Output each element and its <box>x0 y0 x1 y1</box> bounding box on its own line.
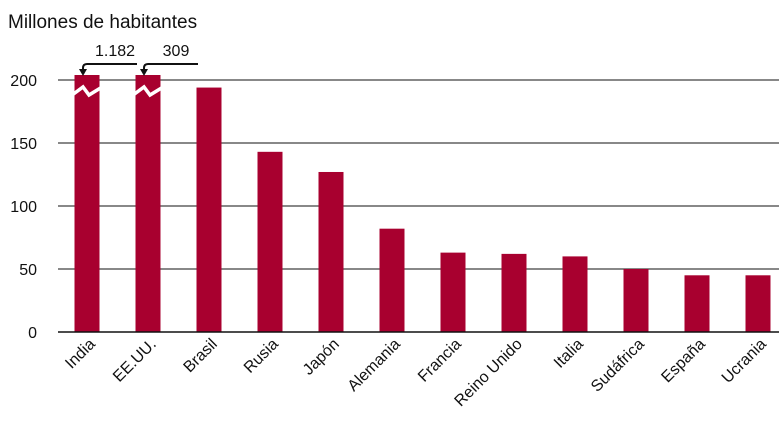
y-tick-label: 100 <box>10 199 37 216</box>
bar <box>623 269 649 332</box>
x-tick-label: Japón <box>300 336 343 379</box>
value-label: 309 <box>163 43 190 60</box>
x-axis-categories: India EE.UU. Brasil Rusia Japón Alemania Franc… <box>62 336 770 410</box>
break-annotations: 1.182 309 <box>79 43 198 76</box>
y-tick-label: 200 <box>10 73 37 90</box>
bar <box>562 256 588 332</box>
x-tick-label: Francia <box>415 336 465 386</box>
bar <box>745 275 771 332</box>
x-tick-label: India <box>62 336 99 373</box>
x-tick-label: Rusia <box>241 336 282 377</box>
bar <box>257 151 283 332</box>
annotation-arrowhead <box>79 69 87 76</box>
x-tick-label: Ucrania <box>719 336 770 387</box>
bars <box>74 75 771 332</box>
bar <box>684 275 710 332</box>
x-tick-label: España <box>658 336 708 386</box>
bar <box>196 87 222 332</box>
y-axis-ticks: 0 50 100 150 200 <box>10 73 37 342</box>
x-tick-label: Sudáfrica <box>588 336 648 396</box>
bar <box>501 253 527 332</box>
y-axis-title: Millones de habitantes <box>8 12 197 33</box>
bar <box>318 171 344 332</box>
bar <box>135 75 161 332</box>
x-tick-label: EE.UU. <box>110 336 160 386</box>
y-tick-label: 150 <box>10 136 37 153</box>
axis-break-mark <box>133 84 163 98</box>
gridlines <box>58 79 779 270</box>
axis-break-markers <box>72 84 163 98</box>
value-label: 1.182 <box>95 43 135 60</box>
x-tick-label: Brasil <box>181 336 221 376</box>
annotation-leader-line <box>143 63 198 73</box>
x-tick-label: Alemania <box>345 336 404 395</box>
y-tick-label: 50 <box>19 262 37 279</box>
axis-break-mark <box>72 84 102 98</box>
x-tick-label: Italia <box>551 336 587 372</box>
annotation-leader-line <box>82 63 137 73</box>
y-tick-label: 0 <box>28 325 37 342</box>
bar <box>440 252 466 332</box>
annotation-arrowhead <box>140 69 148 76</box>
bar <box>379 228 405 332</box>
bar <box>74 75 100 332</box>
